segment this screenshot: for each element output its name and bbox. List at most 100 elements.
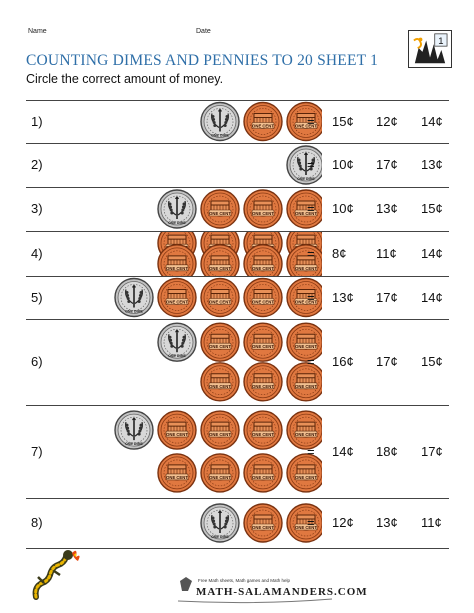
answer-choice[interactable]: 13¢ bbox=[376, 201, 398, 216]
penny-coin: ONE CENT bbox=[243, 244, 283, 276]
svg-text:ONE CENT: ONE CENT bbox=[209, 266, 231, 271]
question-number: 4) bbox=[31, 245, 43, 261]
question-row: 5) ONE CENT ONE CENT ONE CENT ONE CENT ONE DI… bbox=[26, 276, 449, 319]
svg-text:ONE CENT: ONE CENT bbox=[295, 211, 317, 216]
answer-choice[interactable]: 8¢ bbox=[332, 245, 347, 261]
penny-coin: ONE CENT bbox=[286, 101, 322, 142]
worksheet-logo: 1 bbox=[408, 30, 452, 68]
svg-text:ONE CENT: ONE CENT bbox=[209, 432, 231, 437]
penny-coin: ONE CENT bbox=[286, 362, 322, 402]
name-label: Name bbox=[28, 28, 47, 35]
coin-group: ONE CENT ONE CENT ONE DIME bbox=[200, 503, 322, 543]
svg-text:ONE CENT: ONE CENT bbox=[295, 475, 317, 480]
row-divider bbox=[26, 319, 449, 320]
equals-sign: = bbox=[307, 443, 315, 459]
answer-choice[interactable]: 15¢ bbox=[421, 354, 443, 369]
equals-sign: = bbox=[307, 113, 315, 129]
svg-text:ONE CENT: ONE CENT bbox=[252, 211, 274, 216]
answer-choice[interactable]: 14¢ bbox=[332, 443, 354, 459]
question-row: 6) ONE CENT ONE CENT ONE CENT ONE DIME ONE CE… bbox=[26, 319, 449, 405]
coin-group: ONE CENT ONE CENT ONE CENT ONE DIME ONE CENT… bbox=[157, 322, 322, 402]
question-number: 7) bbox=[31, 443, 43, 459]
svg-text:ONE CENT: ONE CENT bbox=[166, 432, 188, 437]
equals-sign: = bbox=[307, 354, 315, 369]
answer-choice[interactable]: 10¢ bbox=[332, 201, 354, 216]
answer-choice[interactable]: 13¢ bbox=[332, 289, 354, 305]
answer-choice[interactable]: 15¢ bbox=[332, 113, 354, 129]
penny-coin: ONE CENT bbox=[200, 453, 240, 493]
dime-coin: ONE DIME bbox=[114, 277, 154, 318]
answer-choice[interactable]: 14¢ bbox=[421, 245, 443, 261]
dime-coin: ONE DIME bbox=[200, 503, 240, 543]
penny-coin: ONE CENT bbox=[243, 322, 283, 362]
svg-text:ONE CENT: ONE CENT bbox=[166, 266, 188, 271]
svg-text:ONE CENT: ONE CENT bbox=[295, 124, 317, 129]
equals-sign: = bbox=[307, 515, 315, 530]
answer-choice[interactable]: 14¢ bbox=[421, 113, 443, 129]
penny-coin: ONE CENT bbox=[243, 101, 283, 142]
answer-choice[interactable]: 17¢ bbox=[376, 354, 398, 369]
footer-tagline: Free Math sheets, Math games and Math he… bbox=[198, 578, 291, 583]
question-number: 2) bbox=[31, 157, 43, 172]
penny-coin: ONE CENT bbox=[157, 277, 197, 318]
penny-coin: ONE CENT bbox=[243, 453, 283, 493]
question-number: 3) bbox=[31, 201, 43, 216]
answer-choice[interactable]: 13¢ bbox=[421, 157, 443, 172]
row-divider bbox=[26, 187, 449, 188]
svg-text:ONE CENT: ONE CENT bbox=[295, 384, 317, 389]
answer-choice[interactable]: 11¢ bbox=[376, 245, 397, 261]
penny-coin: ONE CENT bbox=[286, 410, 322, 450]
answer-choice[interactable]: 14¢ bbox=[421, 289, 443, 305]
question-number: 8) bbox=[31, 515, 43, 530]
answer-choice[interactable]: 17¢ bbox=[421, 443, 443, 459]
dime-coin: ONE DIME bbox=[200, 101, 240, 142]
question-number: 1) bbox=[31, 113, 43, 129]
coin-group: ONE CENT ONE CENT ONE DIME bbox=[200, 101, 322, 142]
answer-choice[interactable]: 10¢ bbox=[332, 157, 354, 172]
penny-coin: ONE CENT bbox=[200, 322, 240, 362]
question-number: 6) bbox=[31, 354, 43, 369]
svg-text:ONE CENT: ONE CENT bbox=[166, 475, 188, 480]
answer-choice[interactable]: 18¢ bbox=[376, 443, 398, 459]
coin-group: ONE CENT ONE CENT ONE CENT ONE CENT ONE DIME… bbox=[114, 410, 322, 493]
coin-group: ONE DIME bbox=[286, 145, 322, 185]
svg-text:ONE CENT: ONE CENT bbox=[295, 266, 317, 271]
penny-coin: ONE CENT bbox=[286, 503, 322, 543]
svg-text:ONE CENT: ONE CENT bbox=[252, 266, 274, 271]
brand-mark-icon bbox=[180, 577, 192, 591]
row-divider bbox=[26, 548, 449, 549]
answer-choice[interactable]: 16¢ bbox=[332, 354, 354, 369]
answer-choice[interactable]: 17¢ bbox=[376, 157, 398, 172]
svg-text:ONE CENT: ONE CENT bbox=[252, 124, 274, 129]
answer-choice[interactable]: 12¢ bbox=[376, 113, 398, 129]
svg-text:ONE CENT: ONE CENT bbox=[166, 300, 188, 305]
penny-coin: ONE CENT bbox=[200, 244, 240, 276]
penny-coin: ONE CENT bbox=[157, 244, 197, 276]
salamander-logo-icon bbox=[413, 37, 446, 64]
answer-choice[interactable]: 15¢ bbox=[421, 201, 443, 216]
svg-text:ONE CENT: ONE CENT bbox=[252, 344, 274, 349]
coin-group: ONE CENT ONE CENT ONE CENT ONE DIME bbox=[157, 189, 322, 229]
penny-coin: ONE CENT bbox=[243, 410, 283, 450]
question-row: 8) ONE CENT ONE CENT ONE DIME = 12¢ 13¢ 11¢ bbox=[26, 498, 449, 548]
svg-text:ONE CENT: ONE CENT bbox=[295, 525, 317, 530]
penny-coin: ONE CENT bbox=[200, 189, 240, 229]
svg-text:ONE CENT: ONE CENT bbox=[252, 525, 274, 530]
penny-coin: ONE CENT bbox=[286, 322, 322, 362]
brand-underline bbox=[177, 577, 333, 604]
equals-sign: = bbox=[307, 289, 315, 305]
svg-text:ONE DIME: ONE DIME bbox=[125, 442, 143, 446]
svg-text:ONE CENT: ONE CENT bbox=[295, 432, 317, 437]
answer-choice[interactable]: 13¢ bbox=[376, 515, 398, 530]
answer-choice[interactable]: 11¢ bbox=[421, 515, 442, 530]
row-divider bbox=[26, 231, 449, 232]
row-divider bbox=[26, 143, 449, 144]
footer-brand-name: MATH-SALAMANDERS.COM bbox=[196, 586, 368, 598]
svg-text:ONE DIME: ONE DIME bbox=[168, 221, 186, 225]
answer-choice[interactable]: 12¢ bbox=[332, 515, 354, 530]
page-title: COUNTING DIMES AND PENNIES TO 20 SHEET 1 bbox=[26, 52, 379, 69]
answer-choice[interactable]: 17¢ bbox=[376, 289, 398, 305]
row-divider bbox=[26, 100, 449, 101]
row-divider bbox=[26, 498, 449, 499]
